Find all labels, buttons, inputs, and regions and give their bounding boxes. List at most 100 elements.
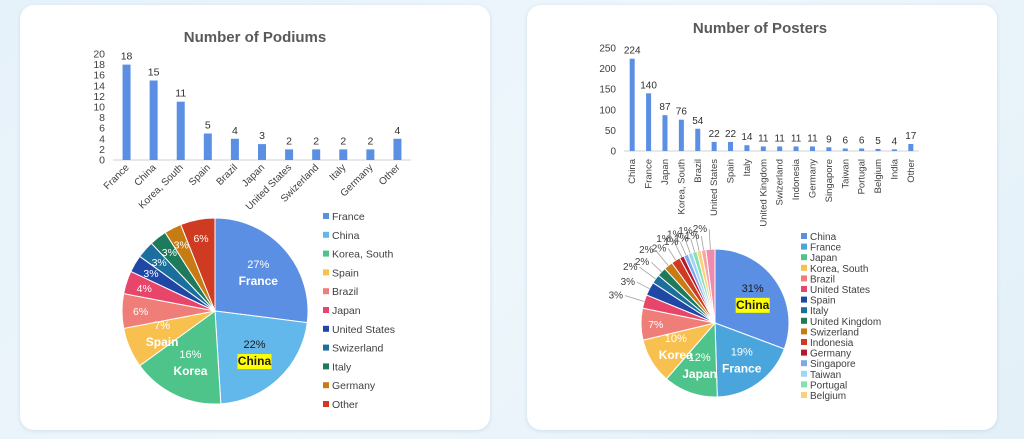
legend-swatch-france [801,243,807,250]
bar-brazil [695,128,701,151]
pie-pct-belgium: 1% [678,226,693,237]
legend-swatch-swizerland [801,328,807,335]
bar-value-spain: 5 [205,120,211,132]
leader-line [694,231,700,251]
x-tick-label-spain: Spain [726,159,737,183]
legend-label-taiwan: Taiwan [810,370,841,381]
y-tick-label: 2 [99,144,105,156]
bar-value-portugal: 6 [859,136,865,147]
x-tick-label-belgium: Belgium [873,159,884,193]
legend-swatch-italy [323,363,329,370]
bar-value-swizerland: 11 [774,133,785,144]
pie-pct-swizerland: 3% [152,257,167,269]
legend-label-indonesia: Indonesia [810,338,854,349]
bar-china [149,80,158,160]
leader-line [690,238,695,252]
pie-name-france: France [722,361,762,375]
x-tick-label-france: France [644,159,655,189]
bar-portugal [859,148,865,151]
pie-slice-korea-south [139,310,222,405]
x-tick-label-brazil: Brazil [215,162,240,187]
bar-korea-south [176,101,185,160]
legend-label-france: France [332,211,365,223]
x-tick-label-singapore: Singapore [824,159,835,202]
y-tick-label: 8 [99,112,105,124]
y-tick-label: 100 [599,105,616,116]
pie-pct-spain: 3% [621,277,636,288]
legend-swatch-indonesia [801,339,807,345]
bar-value-germany: 2 [367,135,373,147]
bar-value-japan: 87 [659,102,671,113]
posters-card: Number of Posters 0 50 100 150 200 250 224 Chin… [527,5,997,430]
bar-swizerland [312,149,321,160]
bar-united-states [285,149,294,160]
pie-name-korea-south: Korea [173,364,207,378]
legend-label-singapore: Singapore [810,359,856,370]
y-tick-label: 250 [599,44,616,55]
legend-label-swizerland: Swizerland [810,327,859,338]
bar-value-china: 15 [148,67,160,79]
bar-spain [203,133,212,160]
bar-value-japan: 3 [259,130,265,142]
bar-germany [366,149,375,160]
legend-swatch-brazil [323,288,329,295]
pie-slice-france [714,322,785,398]
bar-value-belgium: 5 [875,136,881,147]
legend-swatch-singapore [801,360,807,367]
legend-swatch-united-states [323,325,329,332]
pie-name-china: China [736,298,770,312]
legend-label-germany: Germany [332,380,376,392]
pie-name-spain: Spain [146,335,179,349]
y-tick-label: 6 [99,123,105,135]
bar-brazil [230,138,239,160]
pie-slice-france [214,217,309,324]
leader-line [667,248,677,261]
bar-swizerland [777,146,783,151]
pie-pct-germany: 1% [656,234,671,245]
leader-line [672,238,683,258]
bar-value-united-kingdom: 11 [758,133,769,144]
legend-swatch-france [323,213,329,219]
x-tick-label-united-kingdom: United Kingdom [758,159,769,227]
x-tick-label-swizerland: Swizerland [775,159,786,205]
bar-germany [809,146,815,151]
bar-value-other: 4 [395,125,401,137]
legend-label-korea-south: Korea, South [810,264,868,275]
bar-value-brazil: 4 [232,125,238,137]
pie-pct-china: 31% [742,283,764,295]
pie-pct-portugal: 1% [674,233,689,244]
legend-label-japan: Japan [810,253,837,264]
leader-line [636,281,650,290]
y-tick-label: 16 [93,70,105,82]
pie-name-france: France [239,274,279,288]
x-tick-label-italy: Italy [742,159,753,177]
pie-pct-japan: 12% [689,352,711,364]
x-tick-label-portugal: Portugal [857,159,868,194]
pie-pct-singapore: 1% [664,237,679,248]
legend-swatch-china [323,231,329,238]
x-tick-label-taiwan: Taiwan [840,159,851,189]
pie-pct-spain: 7% [154,320,170,332]
bar-value-united-states: 22 [709,129,721,140]
bar-value-swizerland: 2 [313,135,319,147]
bar-value-france: 140 [640,80,657,91]
leader-line [700,236,704,250]
legend-swatch-spain [801,296,807,303]
bar-united-states [711,141,717,151]
y-tick-label: 0 [99,155,105,167]
pie-pct-japan: 4% [137,283,152,295]
posters-chart-title: Number of Posters [693,20,827,37]
x-tick-label-indonesia: Indonesia [791,158,802,200]
bar-value-other: 17 [905,131,917,142]
legend-label-brazil: Brazil [332,286,358,298]
legend-label-united-states: United States [810,285,870,296]
x-tick-label-united-states: United States [709,159,720,216]
pie-pct-united-states: 3% [143,268,158,280]
leader-line [655,249,669,266]
legend-label-korea-south: Korea, South [332,249,393,261]
bar-value-spain: 22 [725,129,737,140]
